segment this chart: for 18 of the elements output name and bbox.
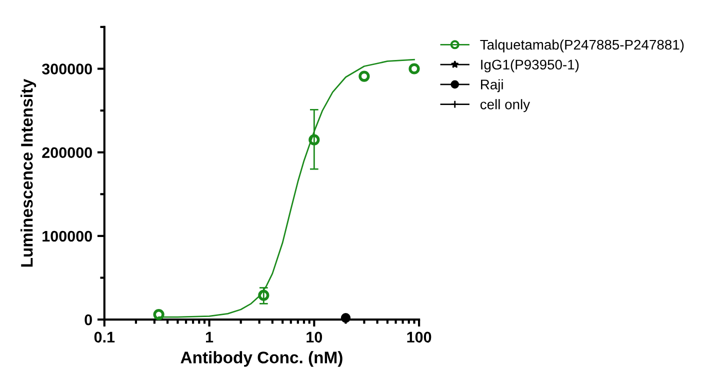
y-axis-title: Luminescence Intensity (20, 78, 36, 267)
y-tick-label: 0 (84, 314, 92, 326)
point (408, 63, 420, 74)
x-tick-label: 100 (407, 332, 432, 343)
x-axis-title: Antibody Conc. (nM) (180, 351, 342, 367)
x-tick-label: 1 (206, 332, 214, 342)
y-tick-label: 200000 (42, 147, 92, 158)
legend-label: IgG1(P93950-1) (481, 59, 579, 72)
point (358, 70, 370, 82)
point (308, 134, 320, 146)
x-tick-label: 10 (306, 332, 322, 343)
legend-label: Raji (481, 79, 503, 92)
legend-label: cell only (480, 99, 530, 112)
y-tick-label: 300000 (42, 64, 92, 74)
x-tick-label: 0.1 (94, 332, 115, 343)
legend-label: Talquetamab(P247885-P247881) (480, 39, 684, 52)
y-tick-label: 100000 (42, 230, 92, 242)
point (258, 290, 270, 301)
